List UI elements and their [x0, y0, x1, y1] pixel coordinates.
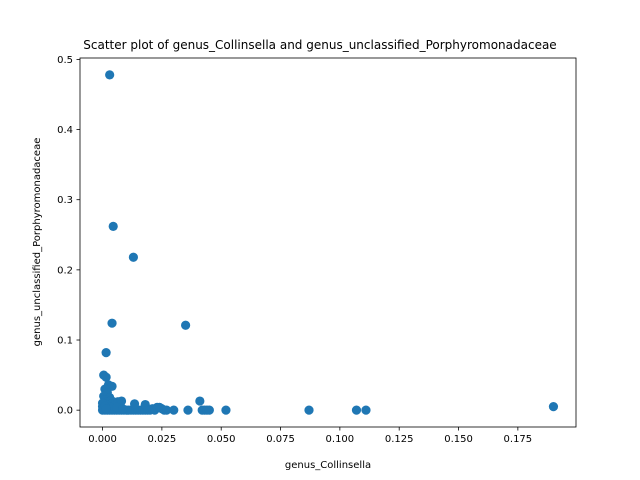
data-point: [105, 70, 115, 80]
data-point: [107, 381, 117, 391]
data-point: [101, 348, 111, 358]
x-tick-label: 0.175: [504, 434, 533, 445]
y-tick-label: 0.2: [57, 265, 73, 276]
axes-layer: [79, 57, 577, 428]
x-tick-label: 0.000: [88, 434, 117, 445]
data-point: [204, 405, 214, 415]
chart-title: Scatter plot of genus_Collinsella and ge…: [83, 38, 556, 52]
data-point: [183, 405, 193, 415]
x-tick-label: 0.100: [326, 434, 355, 445]
data-point: [351, 405, 362, 415]
x-tick-label: 0.075: [266, 434, 295, 445]
data-point: [129, 399, 140, 409]
y-tick-label: 0.4: [57, 125, 73, 136]
data-point: [221, 405, 231, 415]
data-point: [108, 221, 118, 231]
y-axis-title: genus_unclassified_Porphyromonadaceae: [32, 138, 43, 347]
data-point: [548, 402, 559, 412]
data-point: [128, 252, 138, 262]
y-tick-label: 0.1: [57, 336, 73, 347]
data-point: [101, 404, 111, 414]
data-point: [162, 405, 172, 415]
data-point: [361, 405, 371, 415]
x-tick-label: 0.050: [207, 434, 236, 445]
x-axis: 0.000 0.025 0.050 0.075 0.100 0.125 0.150 0.175: [88, 427, 532, 445]
x-tick-label: 0.125: [385, 434, 414, 445]
x-tick-label: 0.150: [444, 434, 473, 445]
plot-frame: [79, 57, 577, 428]
data-point: [101, 372, 111, 382]
y-axis: 0.0 0.1 0.2 0.3 0.4 0.5: [57, 55, 80, 417]
data-point: [195, 396, 205, 406]
x-tick-label: 0.025: [148, 434, 177, 445]
y-tick-label: 0.0: [57, 406, 73, 417]
data-point: [181, 320, 191, 330]
y-tick-label: 0.3: [57, 195, 73, 206]
data-point: [118, 404, 128, 414]
y-tick-label: 0.5: [57, 55, 73, 66]
data-point: [169, 405, 179, 415]
data-point: [304, 405, 314, 415]
x-axis-title: genus_Collinsella: [285, 460, 371, 471]
data-point: [116, 396, 127, 406]
points-layer: [97, 70, 559, 415]
data-point: [107, 318, 117, 328]
